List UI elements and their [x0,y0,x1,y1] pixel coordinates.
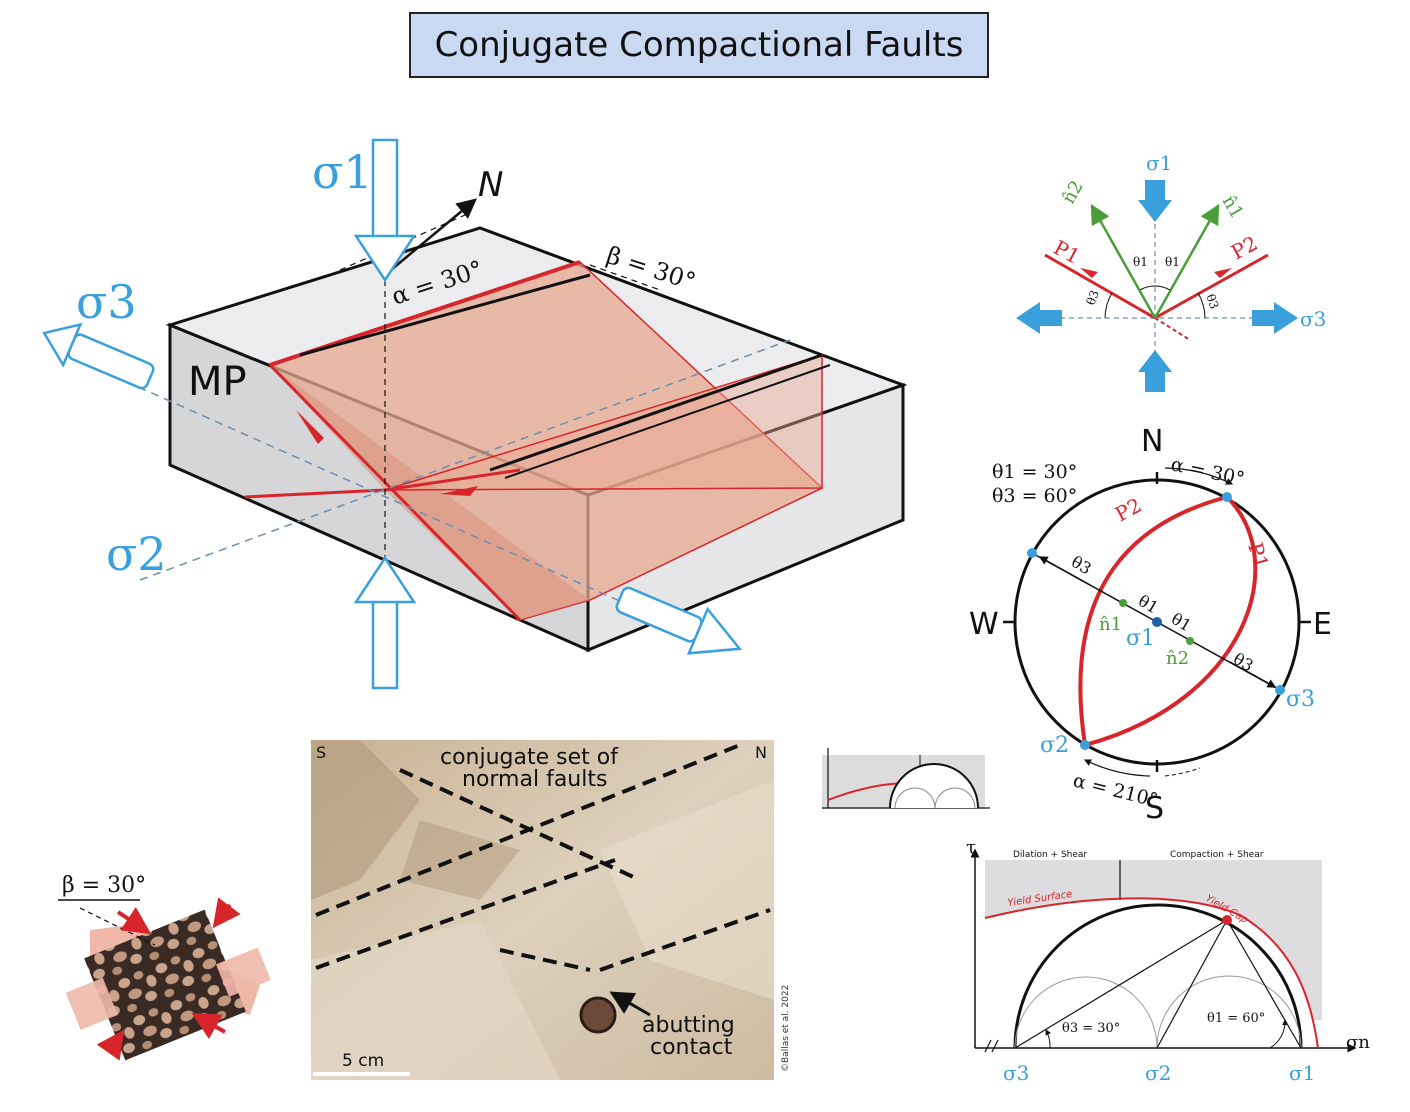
mp-label: MP [188,359,247,405]
plane-theta1b-label: θ1 [1165,255,1180,269]
plane-theta1a-label: θ1 [1133,255,1148,269]
stereonet-sigma3-label: σ3 [1286,687,1315,712]
mohr-compaction-label: Compaction + Shear [1170,850,1264,860]
plane-theta3a-label: θ3 [1084,288,1102,307]
mohr-sigma3-label: σ3 [1003,1061,1029,1085]
photo-caption-line2: normal faults [462,767,607,792]
plane-p1-label: P1 [1050,235,1084,268]
plane-sigma1-label: σ1 [1146,151,1172,175]
outcrop-photo: S N conjugate set of normal faults abutt… [311,740,791,1080]
photo-caption-line1: conjugate set of [440,745,619,770]
photo-south-label: S [316,743,326,762]
stereonet-sigma2-label: σ2 [1040,733,1069,758]
stereonet-s-label: S [1145,791,1164,826]
stress-plane-diagram: σ1 σ3 n̂2 n̂1 P1 P2 θ1 θ1 θ3 θ3 [1016,151,1326,392]
mohr-sigma1-label: σ1 [1289,1061,1315,1085]
mohr-diagram: τ σn Dilation + Shear Compaction + Shear… [966,837,1370,1085]
photo-contact-label: contact [650,1035,733,1060]
stereonet-n1-label: n̂1 [1099,614,1122,635]
mohr-thumbnail [822,748,990,809]
stereonet-theta1-eq: θ1 = 30° [992,461,1077,483]
sample-diagram: β = 30° [58,873,271,1061]
stereonet-e-label: E [1313,607,1332,642]
sample-beta-label: β = 30° [62,873,146,898]
page-title: Conjugate Compactional Faults [409,12,989,78]
mohr-sigma2-label: σ2 [1145,1061,1171,1085]
mohr-tau-label: τ [966,837,976,858]
plane-p2-label: P2 [1227,231,1261,264]
mohr-dilation-label: Dilation + Shear [1013,850,1087,860]
north-label: N [478,165,503,205]
plane-sigma3-label: σ3 [1300,307,1326,331]
mohr-sigma-n-label: σn [1346,1032,1370,1053]
plane-n1-label: n̂1 [1218,192,1248,222]
stereonet-w-label: W [969,607,999,642]
photo-north-label: N [755,743,767,762]
stereonet: N S W E θ1 = 30° θ3 = 60° α = 30° α = 21… [969,424,1332,826]
block-diagram: N σ1 σ3 σ2 MP α = 30° β = 30° [42,138,908,690]
stereonet-theta3-eq: θ3 = 60° [992,485,1077,507]
stereonet-sigma1-label: σ1 [1126,626,1155,651]
stereonet-n-label: N [1141,424,1163,459]
photo-abutting-label: abutting [642,1013,735,1038]
sigma2-label: σ2 [106,527,167,581]
mohr-theta3-label: θ3 = 30° [1062,1021,1120,1036]
plane-n2-label: n̂2 [1058,177,1088,207]
mohr-theta1-label: θ1 = 60° [1207,1011,1265,1026]
photo-scale-label: 5 cm [342,1051,384,1071]
stereonet-n2-label: n̂2 [1166,648,1189,669]
photo-credit: ©Ballas et al. 2022 [781,985,791,1072]
sigma3-label: σ3 [76,275,137,329]
sigma1-label: σ1 [312,145,373,199]
plane-theta3b-label: θ3 [1203,292,1221,311]
